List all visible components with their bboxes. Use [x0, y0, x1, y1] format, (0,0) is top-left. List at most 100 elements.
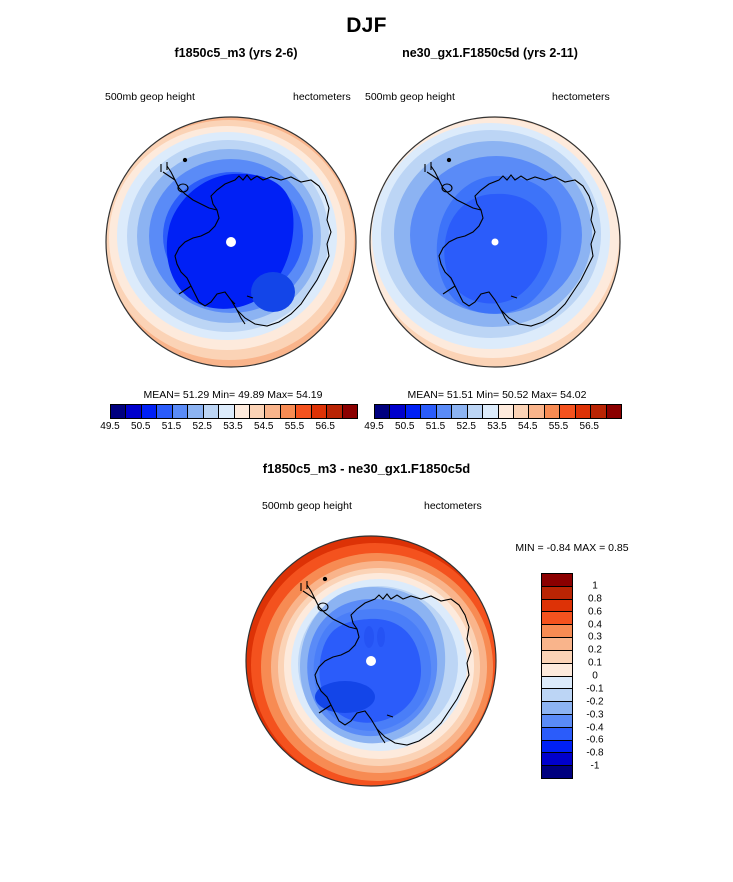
colorbar-tick-label: 54.5 — [254, 421, 274, 432]
colorbar-tick-label: -0.4 — [586, 722, 604, 733]
difference-map-svg — [245, 535, 497, 787]
colorbar-cell — [542, 727, 572, 741]
south-pole-marker — [366, 656, 376, 666]
colorbar-tick-label: 0.2 — [588, 644, 602, 656]
colorbar-cell — [203, 405, 220, 418]
colorbar-cell — [498, 405, 514, 418]
colorbar-tick-label: 51.5 — [425, 421, 446, 432]
colorbar-tick-label: 49.5 — [364, 421, 384, 432]
colorbar-tick-label: 0 — [592, 670, 598, 682]
right-panel-title: ne30_gx1.F1850c5d (yrs 2-11) — [402, 46, 578, 60]
colorbar-cell — [467, 405, 484, 418]
colorbar-tick-label: 0.3 — [588, 631, 602, 643]
difference-units-label: hectometers — [424, 500, 482, 512]
colorbar-cell — [375, 405, 391, 418]
colorbar-cell — [436, 405, 453, 418]
colorbar-tick-label: -0.3 — [586, 709, 604, 721]
left-map-svg — [105, 116, 357, 368]
colorbar-cell — [542, 702, 572, 715]
colorbar-tick-label: 50.5 — [395, 421, 415, 432]
colorbar-cell — [296, 405, 312, 418]
colorbar-cell — [542, 612, 572, 626]
colorbar-tick-label: 0.1 — [588, 657, 602, 669]
colorbar-cell — [280, 405, 297, 418]
right-map-outline — [369, 116, 621, 368]
colorbar-tick-label: 52.5 — [456, 421, 476, 432]
left-panel-title: f1850c5_m3 (yrs 2-6) — [174, 46, 298, 60]
colorbar-cell — [542, 638, 572, 651]
colorbar-cell — [483, 405, 499, 418]
colorbar-cell — [265, 405, 281, 418]
difference-polar-map — [245, 533, 497, 789]
colorbar-cell — [542, 689, 572, 703]
colorbar-tick-label: -1 — [590, 760, 600, 772]
difference-map-outline — [245, 535, 497, 787]
colorbar-tick-label: 0.4 — [588, 619, 602, 630]
left-coastline — [160, 157, 332, 327]
right-map-svg — [369, 116, 621, 368]
colorbar-cell — [560, 405, 576, 418]
colorbar-cell — [172, 405, 189, 418]
colorbar-cell — [542, 650, 572, 664]
difference-variable-label: 500mb geop height — [262, 500, 352, 512]
colorbar-tick-label: -0.1 — [586, 683, 604, 695]
colorbar-tick-label: -0.6 — [586, 734, 604, 746]
colorbar-cell — [542, 663, 572, 677]
colorbar-tick-label: 54.5 — [518, 421, 538, 432]
colorbar-cell — [452, 405, 468, 418]
colorbar-cell — [542, 766, 572, 778]
right-contour-fill — [370, 117, 620, 367]
difference-colorbar — [541, 573, 573, 779]
colorbar-cell — [311, 405, 328, 418]
difference-colorbar-labels: 1 0.8 0.6 0.4 0.3 0.2 0.1 0 -0.1 -0.2 -0.3 -0.4 -0.6… — [575, 573, 621, 779]
colorbar-tick-label: 52.5 — [192, 421, 212, 432]
colorbar-cell — [542, 574, 572, 587]
left-map-outline — [105, 116, 357, 368]
colorbar-cell — [513, 405, 530, 418]
colorbar-cell — [591, 405, 607, 418]
left-variable-label: 500mb geop height — [105, 91, 195, 103]
left-units-label: hectometers — [293, 91, 351, 103]
colorbar-tick-label: 55.5 — [284, 421, 305, 432]
colorbar-tick-label: 49.5 — [100, 421, 120, 432]
colorbar-cell — [219, 405, 235, 418]
colorbar-tick-label: -0.2 — [586, 696, 604, 708]
colorbar-cell — [126, 405, 142, 418]
colorbar-cell — [542, 599, 572, 613]
colorbar-tick-label: -0.8 — [586, 747, 604, 759]
colorbar-tick-label: 56.5 — [579, 421, 599, 432]
colorbar-tick-label: 53.5 — [223, 421, 243, 432]
colorbar-tick-label: 50.5 — [131, 421, 151, 432]
difference-panel-stats: MIN = -0.84 MAX = 0.85 — [515, 542, 629, 554]
colorbar-cell — [421, 405, 437, 418]
colorbar-cell — [157, 405, 173, 418]
colorbar-cell — [234, 405, 250, 418]
colorbar-cell — [342, 405, 357, 418]
colorbar-cell — [542, 714, 572, 728]
figure-season-title: DJF — [346, 14, 387, 37]
right-units-label: hectometers — [552, 91, 610, 103]
colorbar-cell — [188, 405, 204, 418]
left-colorbar — [110, 404, 358, 419]
colorbar-cell — [141, 405, 158, 418]
left-panel-stats: MEAN= 51.29 Min= 49.89 Max= 54.19 — [143, 389, 323, 401]
colorbar-cell — [390, 405, 406, 418]
colorbar-tick-label: 51.5 — [161, 421, 182, 432]
colorbar-cell — [542, 753, 572, 767]
colorbar-cell — [575, 405, 592, 418]
colorbar-cell — [542, 676, 572, 690]
difference-coastline — [300, 576, 472, 746]
colorbar-cell — [542, 586, 572, 600]
right-coastline — [424, 157, 596, 327]
colorbar-tick-label: 1 — [592, 580, 598, 592]
colorbar-tick-label: 53.5 — [487, 421, 507, 432]
south-pole-marker — [226, 237, 236, 247]
colorbar-cell — [544, 405, 561, 418]
right-colorbar — [374, 404, 622, 419]
right-colorbar-labels: 49.5 50.5 51.5 52.5 53.5 54.5 55.5 56.5 — [364, 421, 620, 435]
right-panel-stats: MEAN= 51.51 Min= 50.52 Max= 54.02 — [407, 389, 587, 401]
colorbar-tick-label: 0.6 — [588, 606, 602, 618]
colorbar-cell — [529, 405, 545, 418]
colorbar-tick-label: 55.5 — [548, 421, 569, 432]
colorbar-cell — [542, 740, 572, 754]
